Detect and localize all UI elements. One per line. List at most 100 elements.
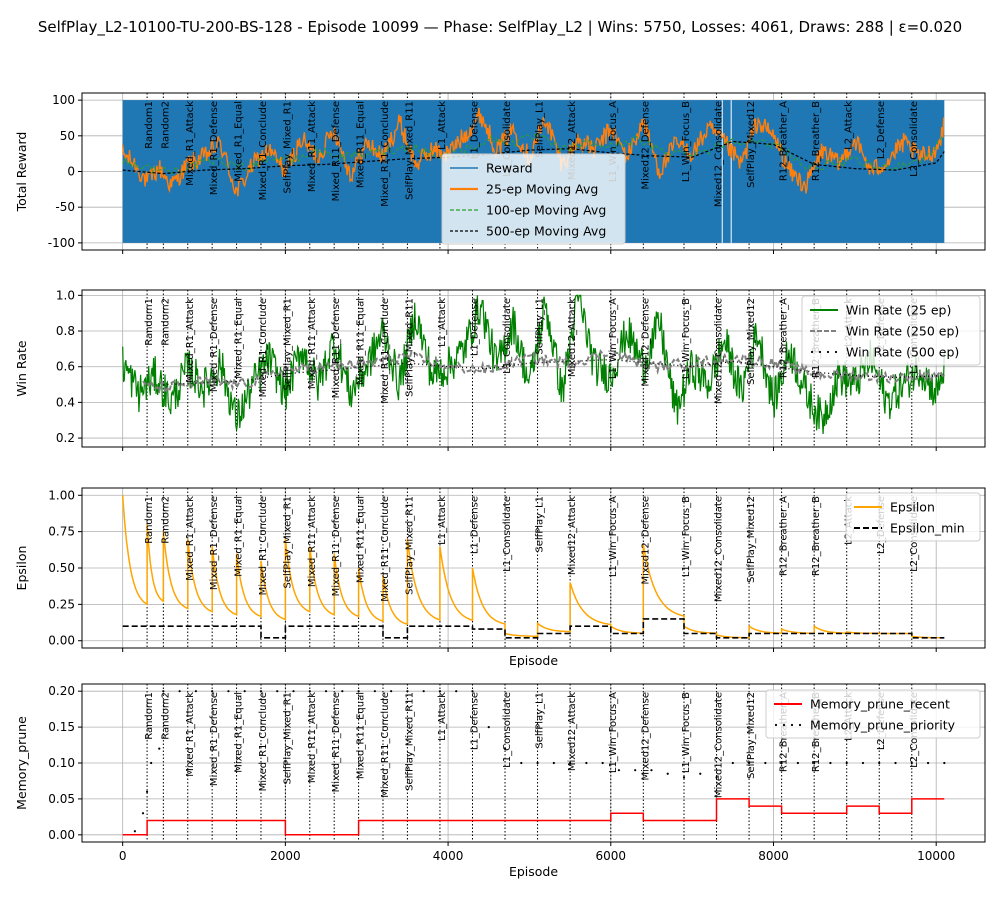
priority-point (211, 690, 214, 693)
phase-label: SelfPlay_Mixed_R11 (404, 692, 415, 791)
priority-point (308, 690, 311, 693)
priority-point (926, 761, 930, 765)
priority-point (617, 769, 621, 772)
y-tick-label: -100 (48, 236, 75, 250)
priority-point (145, 790, 149, 793)
phase-label: Mixed_R1_Equal (234, 692, 245, 773)
phase-label: R12_Breather_B (811, 101, 822, 181)
phase-label: Mixed12_Attack (567, 101, 578, 180)
phase-label: L1_Win_Focus_A (608, 101, 619, 182)
panel-4: Random1 Random2 Mixed_R1_Attack Mixed_R1_De… (14, 683, 986, 879)
phase-label: Random2 (160, 496, 171, 544)
legend-label: Win Rate (250 ep) (846, 324, 959, 339)
priority-point (666, 772, 669, 775)
priority-point (650, 769, 653, 772)
phase-label: L1_Win_Focus_A (608, 692, 619, 773)
phase-label: Mixed12_Consolidate (714, 496, 725, 602)
phase-label: Random1 (144, 496, 155, 544)
priority-point (764, 761, 767, 765)
legend-swatch (834, 350, 838, 354)
phase-label: Mixed_R1_Equal (234, 101, 245, 182)
phase-label: Mixed_R1_Attack (185, 692, 196, 777)
x-tick-label: 8000 (758, 849, 789, 863)
x-tick-label: 6000 (596, 849, 627, 863)
priority-point (341, 690, 344, 693)
y-tick-label: 1.00 (48, 488, 75, 502)
priority-point (796, 761, 799, 765)
priority-point (390, 690, 393, 693)
phase-label: Mixed_R1_Defense (209, 692, 220, 786)
priority-point (943, 761, 946, 765)
y-tick-label: 0 (67, 165, 75, 179)
phase-label: L1_Attack (437, 496, 448, 545)
phase-label: Mixed12_Attack (567, 496, 578, 575)
priority-point (150, 761, 153, 765)
series-epsilon-min (122, 618, 945, 639)
priority-point (878, 761, 881, 765)
x-tick-label: 10000 (917, 849, 955, 863)
legend-box (801, 295, 981, 366)
phase-label: L1_Win_Focus_A (608, 496, 619, 577)
phase-label: Mixed12_Defense (640, 692, 651, 780)
phase-label: SelfPlay_Mixed_R11 (404, 298, 415, 397)
priority-point (422, 690, 425, 693)
phase-label: Mixed_R11_Attack (307, 496, 318, 587)
phase-label: SelfPlay_Mixed_R1 (282, 101, 293, 193)
series-win-rate-250 (142, 348, 946, 396)
phase-label: Mixed_R11_Attack (307, 298, 318, 389)
phase-label: R12_Breather_A (779, 101, 790, 181)
series-ma100 (122, 133, 944, 176)
phase-label: SelfPlay_Mixed_R1 (282, 298, 293, 390)
phase-label: SelfPlay_Mixed12 (746, 101, 757, 188)
legend: Memory_prune_recent Memory_prune_priority (765, 689, 981, 739)
legend-label: Reward (486, 161, 533, 176)
phase-label: Mixed_R11_Conclude (380, 496, 391, 602)
phase-label: L2_Attack (844, 101, 855, 150)
y-tick-label: 0.50 (48, 561, 75, 575)
y-tick-label: 0.05 (48, 792, 75, 806)
priority-point (162, 690, 165, 693)
y-axis-label: Total Reward (14, 132, 29, 213)
priority-point (141, 812, 145, 815)
phase-label: SelfPlay_L1 (535, 496, 546, 553)
legend-swatch (826, 350, 830, 354)
legend-swatch (774, 723, 778, 727)
phase-label: L1_Attack (437, 298, 448, 347)
phase-label: Mixed12_Consolidate (714, 692, 725, 798)
series-ma25 (122, 107, 945, 197)
phase-label: Mixed12_Consolidate (714, 101, 725, 207)
priority-point (569, 761, 572, 765)
priority-point (910, 761, 913, 765)
phase-label: SelfPlay_Mixed_R1 (282, 496, 293, 588)
phase-label: L1_Win_Focus_B (681, 496, 692, 577)
series-epsilon (121, 495, 945, 639)
priority-point (861, 761, 865, 765)
y-axis-label: Epsilon (14, 546, 29, 591)
priority-point (715, 776, 718, 779)
phase-label: Mixed_R11_Equal (356, 496, 367, 583)
priority-point (699, 772, 702, 775)
legend-label: Memory_prune_priority (810, 718, 956, 733)
phase-label: SelfPlay_L1 (535, 298, 546, 355)
phase-label: Mixed_R11_Defense (331, 101, 342, 201)
phase-label: L1_Win_Focus_B (681, 692, 692, 773)
legend: Epsilon Epsilon_min (845, 492, 981, 542)
priority-point (845, 761, 848, 765)
y-tick-label: 0.15 (48, 720, 75, 734)
phase-label: Mixed_R1_Conclude (258, 298, 269, 397)
phase-label: SelfPlay_L1 (535, 692, 546, 749)
y-tick-label: 0.10 (48, 756, 75, 770)
priority-point (178, 690, 181, 693)
phase-label: Mixed_R1_Conclude (258, 692, 269, 791)
x-tick-label: 2000 (270, 849, 301, 863)
legend-box (441, 153, 626, 245)
phase-label: Mixed12_Defense (640, 298, 651, 386)
priority-point (894, 761, 897, 765)
series-memory-recent (122, 798, 945, 836)
phase-label: R12_Breather_A (779, 298, 790, 378)
legend-label: 25-ep Moving Avg (486, 182, 598, 197)
phase-label: SelfPlay_L1 (535, 101, 546, 158)
figure-title: SelfPlay_L2-10100-TU-200-BS-128 - Episod… (38, 18, 962, 37)
y-tick-label: 0.75 (48, 525, 75, 539)
